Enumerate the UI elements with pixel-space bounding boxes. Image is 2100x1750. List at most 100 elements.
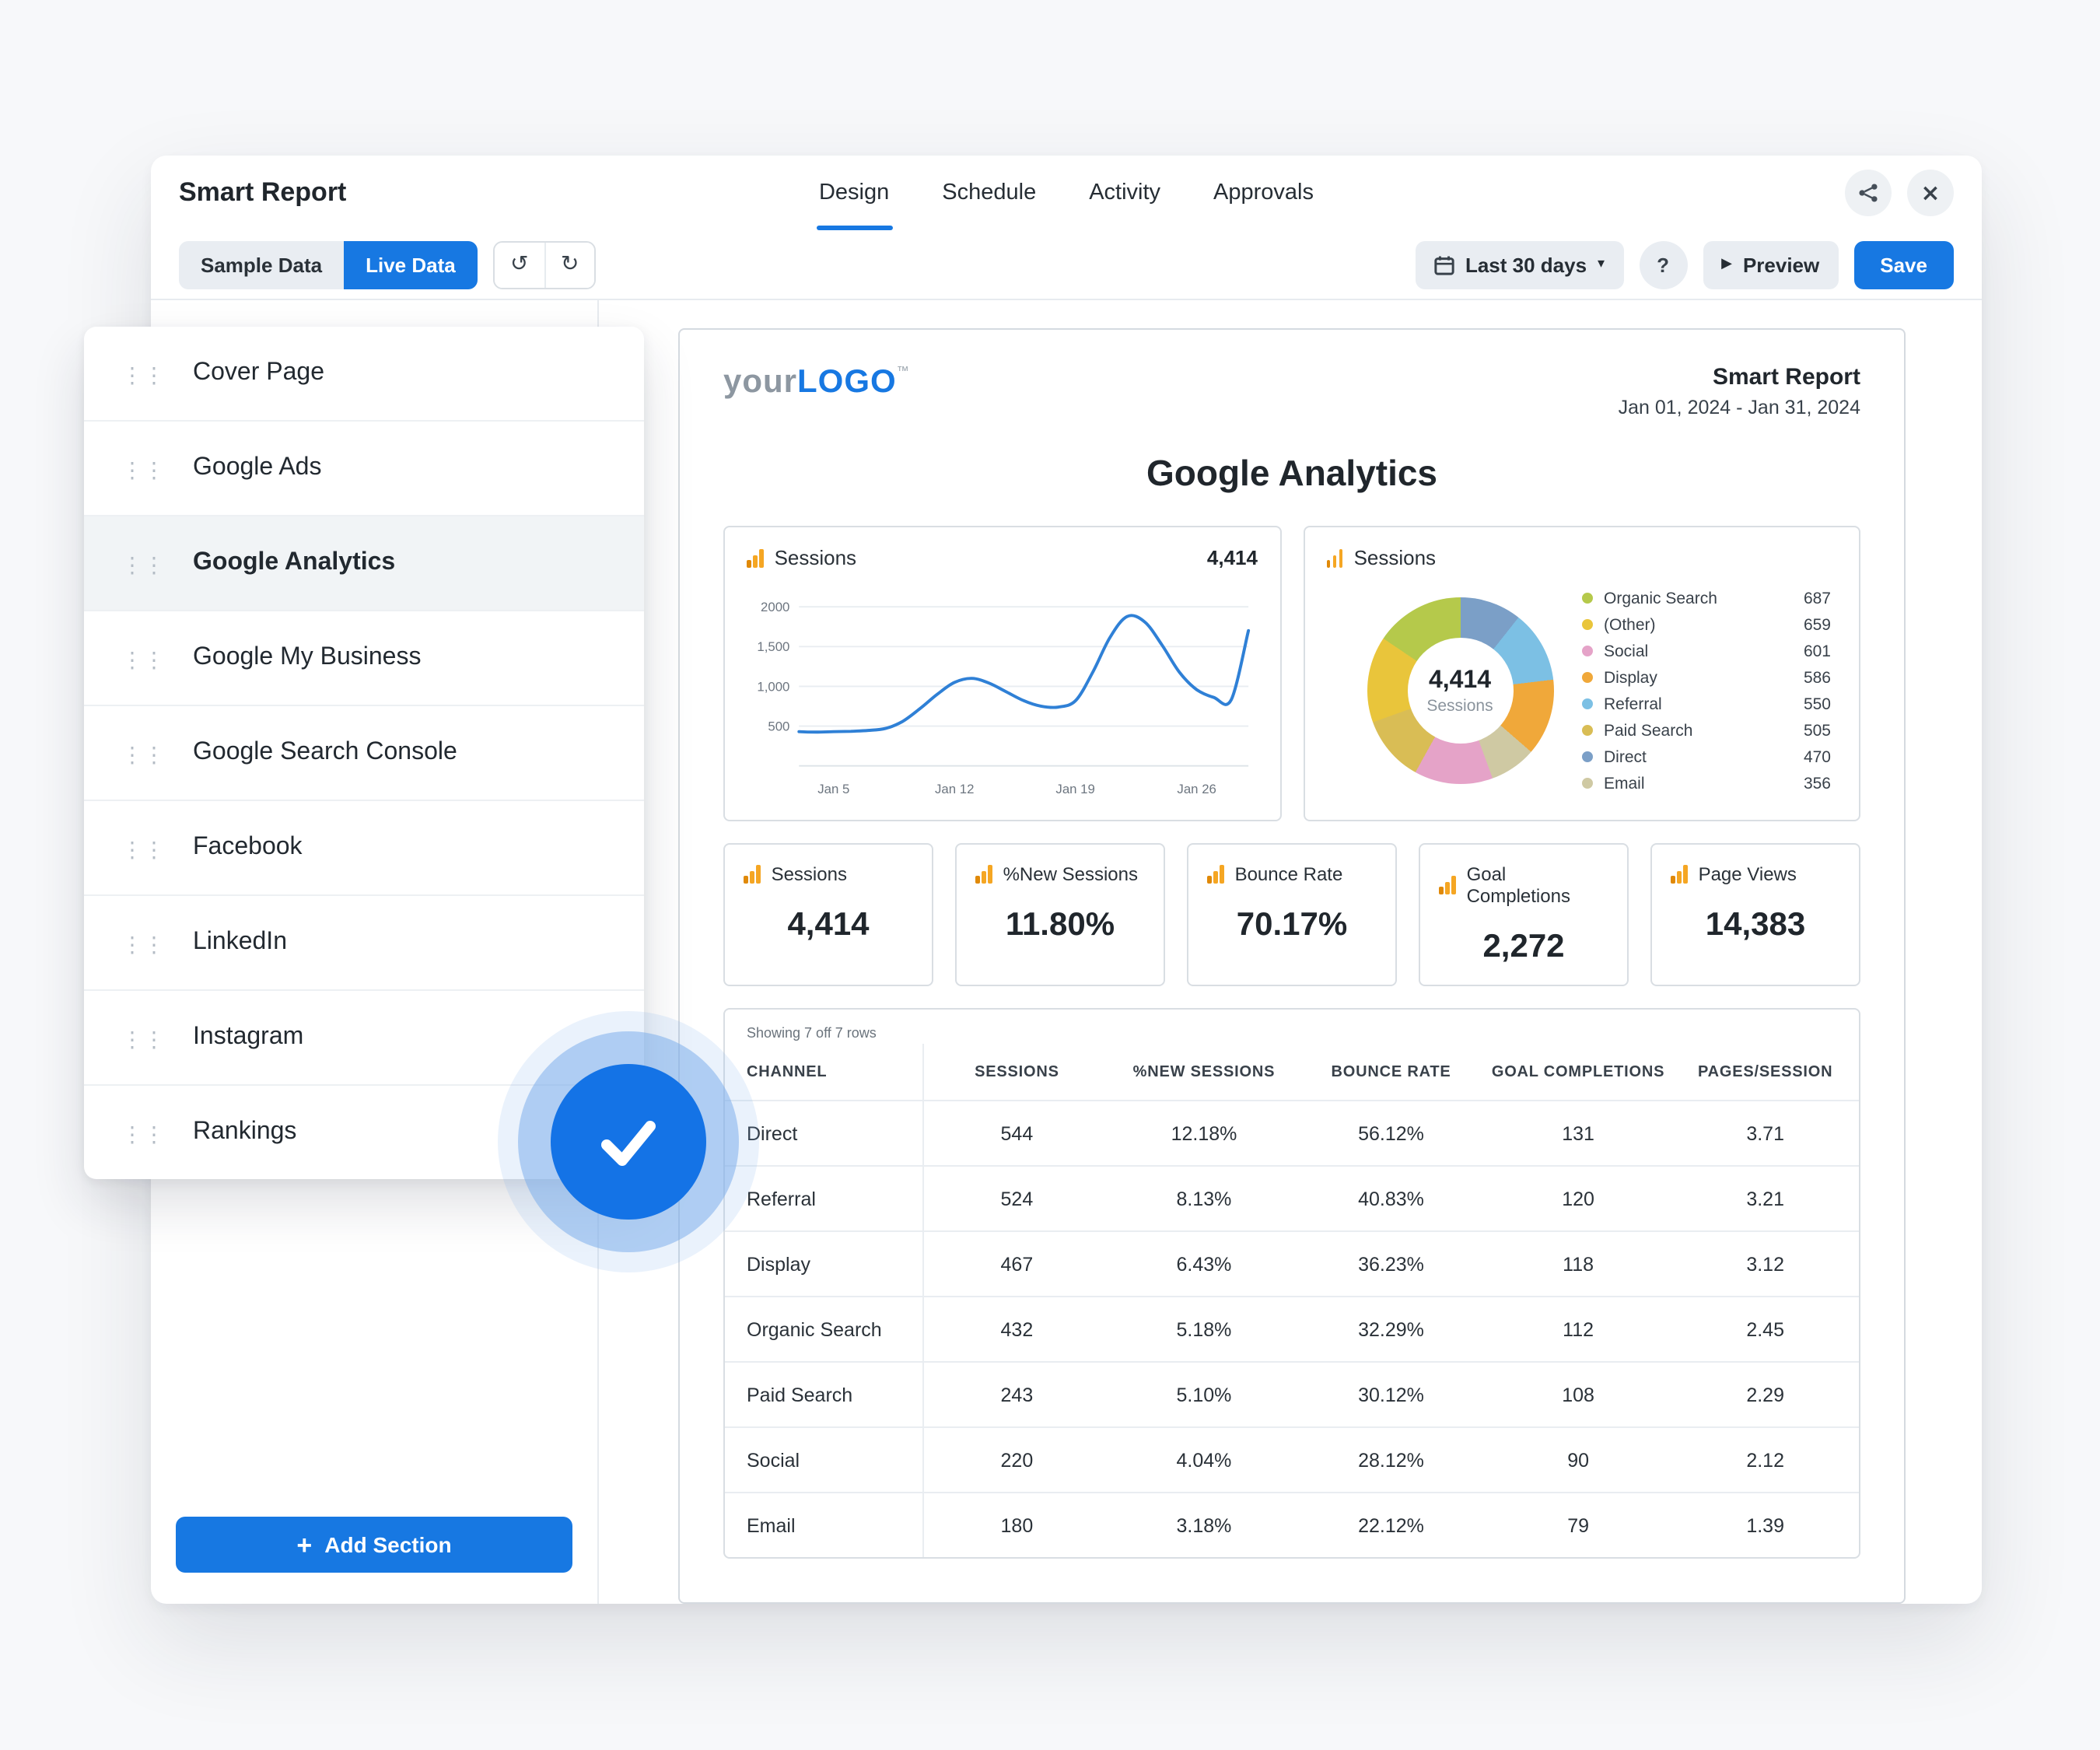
share-button[interactable]: [1845, 170, 1892, 216]
table-row: Paid Search 243 5.10% 30.12% 108 2.29: [725, 1361, 1859, 1426]
help-button[interactable]: ?: [1639, 240, 1688, 289]
sidebar-item[interactable]: Facebook: [84, 801, 644, 896]
legend-item: Direct 470: [1582, 744, 1831, 770]
close-button[interactable]: ×: [1907, 170, 1954, 216]
legend-item: (Other) 659: [1582, 611, 1831, 638]
drag-handle-icon[interactable]: [121, 1118, 165, 1147]
bar-chart-icon: [1207, 865, 1224, 884]
column-header: SESSIONS: [975, 1063, 1059, 1080]
sample-data-button[interactable]: Sample Data: [179, 240, 345, 289]
live-data-button[interactable]: Live Data: [344, 240, 478, 289]
column-header: CHANNEL: [725, 1044, 924, 1100]
workspace: Add Section yourLOGO™ Smart Report Jan 0…: [151, 300, 1982, 1604]
svg-text:Jan 12: Jan 12: [935, 782, 974, 796]
stat-card: Bounce Rate 70.17%: [1187, 843, 1397, 986]
toolbar: Sample Data Live Data ↺ ↻ Last 30 da: [151, 230, 1982, 300]
svg-text:Jan 5: Jan 5: [817, 782, 849, 796]
bar-chart-icon: [1326, 548, 1343, 567]
sidebar-item[interactable]: Google Search Console: [84, 706, 644, 801]
tab[interactable]: Approvals: [1210, 156, 1317, 230]
bar-chart-icon: [1439, 876, 1456, 894]
sessions-line-card: Sessions 4,414 2000 1,500 1,000 500 Jan 5 Jan…: [723, 526, 1281, 821]
add-section-label: Add Section: [324, 1532, 452, 1557]
legend-dot: [1582, 593, 1593, 604]
legend-item: Email 356: [1582, 770, 1831, 796]
bar-chart-icon: [1671, 865, 1688, 884]
report-canvas: yourLOGO™ Smart Report Jan 01, 2024 - Ja…: [599, 300, 1982, 1604]
undo-button[interactable]: ↺: [494, 242, 544, 287]
drag-handle-icon[interactable]: [121, 453, 165, 483]
save-button[interactable]: Save: [1853, 240, 1954, 289]
sections-panel: Cover PageGoogle AdsGoogle AnalyticsGoog…: [84, 327, 644, 1179]
drag-handle-icon[interactable]: [121, 359, 165, 388]
stat-card: Page Views 14,383: [1650, 843, 1860, 986]
play-icon: ▶: [1721, 257, 1732, 272]
data-mode-toggle: Sample Data Live Data: [179, 240, 478, 289]
titlebar: Smart Report Design Schedule Activity Appro…: [151, 156, 1982, 230]
table-header-row: CHANNEL SESSIONS %NEW SESSIONS BOUNCE RATE G…: [725, 1044, 1859, 1100]
report-preview: yourLOGO™ Smart Report Jan 01, 2024 - Ja…: [678, 328, 1906, 1604]
table-row-count: Showing 7 off 7 rows: [747, 1025, 877, 1041]
bar-chart-icon: [975, 865, 992, 884]
sidebar-item[interactable]: Cover Page: [84, 327, 644, 422]
tab[interactable]: Schedule: [939, 156, 1039, 230]
stat-card: %New Sessions 11.80%: [955, 843, 1165, 986]
close-icon: ×: [1920, 178, 1941, 206]
add-section-button[interactable]: Add Section: [176, 1517, 572, 1573]
table-row: Direct 544 12.18% 56.12% 131 3.71: [725, 1100, 1859, 1165]
sidebar-item[interactable]: Google Ads: [84, 422, 644, 516]
svg-text:Jan 19: Jan 19: [1055, 782, 1094, 796]
column-header: BOUNCE RATE: [1331, 1063, 1451, 1080]
app-window: Smart Report Design Schedule Activity Appro…: [151, 156, 1982, 1604]
drag-handle-icon[interactable]: [121, 548, 165, 578]
legend-dot: [1582, 646, 1593, 656]
tab-bar: Design Schedule Activity Approvals: [815, 156, 1317, 230]
legend-dot: [1582, 698, 1593, 709]
donut-legend: Organic Search 687 (Other) 659 Social 601 Disp…: [1582, 585, 1831, 796]
legend-item: Referral 550: [1582, 691, 1831, 717]
legend-dot: [1582, 751, 1593, 762]
company-logo: yourLOGO™: [723, 364, 910, 400]
sidebar-item[interactable]: LinkedIn: [84, 896, 644, 991]
sidebar-item[interactable]: Instagram: [84, 991, 644, 1086]
undo-icon: ↺: [509, 252, 529, 277]
titlebar-actions: ×: [1845, 170, 1954, 216]
drag-handle-icon[interactable]: [121, 738, 165, 768]
legend-dot: [1582, 672, 1593, 683]
table-row: Display 467 6.43% 36.23% 118 3.12: [725, 1230, 1859, 1296]
widget-total: 4,414: [1206, 546, 1258, 569]
bar-chart-icon: [744, 865, 761, 884]
stat-card: Sessions 4,414: [723, 843, 933, 986]
section-title: Google Analytics: [1146, 453, 1438, 493]
report-header: yourLOGO™ Smart Report Jan 01, 2024 - Ja…: [723, 364, 1860, 418]
plus-icon: [296, 1531, 312, 1558]
svg-text:1,500: 1,500: [757, 639, 789, 654]
redo-icon: ↻: [560, 252, 579, 277]
sessions-donut-chart: [1367, 597, 1553, 784]
legend-item: Social 601: [1582, 638, 1831, 664]
legend-item: Organic Search 687: [1582, 585, 1831, 611]
drag-handle-icon[interactable]: [121, 643, 165, 673]
sessions-donut-card: Sessions 4,414 Sessions: [1303, 526, 1860, 821]
widgets-row: Sessions 4,414 2000 1,500 1,000 500 Jan 5 Jan…: [723, 526, 1860, 821]
table-body: Direct 544 12.18% 56.12% 131 3.71 Referral 524 8…: [725, 1100, 1859, 1557]
redo-button[interactable]: ↻: [544, 242, 594, 287]
date-range-button[interactable]: Last 30 days ▾: [1415, 240, 1624, 289]
tab[interactable]: Design: [815, 156, 893, 230]
stats-row: Sessions 4,414 %New Sessions 11.80% Bounce R…: [723, 843, 1860, 986]
drag-handle-icon[interactable]: [121, 1023, 165, 1052]
sidebar-item[interactable]: Rankings: [84, 1086, 644, 1179]
preview-button[interactable]: ▶ Preview: [1703, 240, 1839, 289]
donut-center: 4,414 Sessions: [1426, 667, 1493, 715]
sidebar-item[interactable]: Google My Business: [84, 611, 644, 706]
column-header: PAGES/SESSION: [1697, 1063, 1833, 1080]
widget-label: Sessions: [1353, 546, 1437, 569]
active-tab-underline: [815, 226, 893, 230]
drag-handle-icon[interactable]: [121, 928, 165, 957]
column-header: %NEW SESSIONS: [1132, 1063, 1276, 1080]
sessions-line-chart: 2000 1,500 1,000 500 Jan 5 Jan 12 Jan 19 Jan 26: [757, 600, 1251, 796]
tab[interactable]: Activity: [1086, 156, 1164, 230]
drag-handle-icon[interactable]: [121, 833, 165, 863]
svg-text:2000: 2000: [761, 600, 789, 614]
sidebar-item[interactable]: Google Analytics: [84, 516, 644, 611]
